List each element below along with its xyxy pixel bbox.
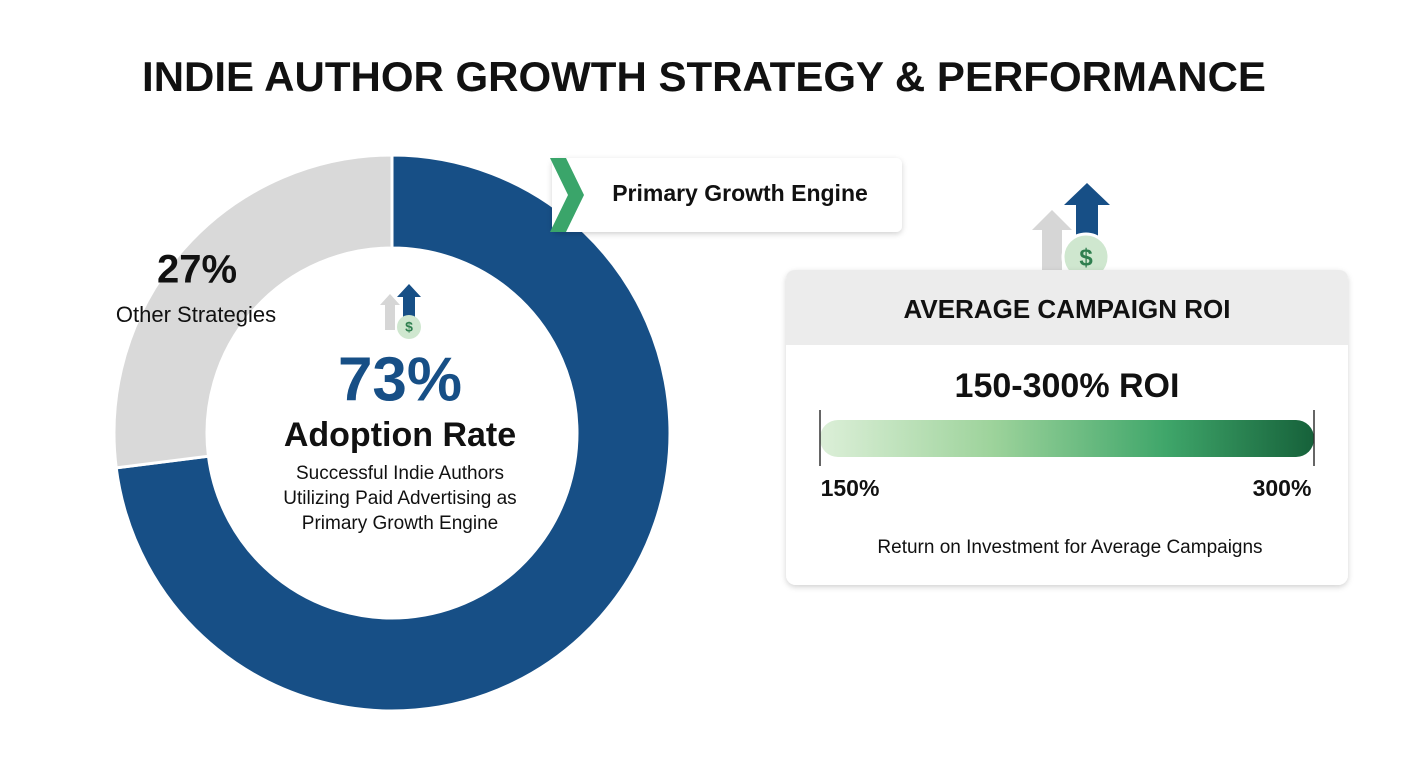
value-label: 73% [338,345,462,414]
growth-icon: $ [1032,183,1111,282]
donut-segment [112,153,394,470]
roi-card: AVERAGE CAMPAIGN ROI 150-300% ROI Return… [786,270,1348,585]
title: INDIE AUTHOR GROWTH STRATEGY & PERFORMAN… [142,53,1266,100]
callout: Primary Growth Engine [550,158,902,232]
center-note: Utilizing Paid Advertising as [283,488,516,509]
category-label: Adoption Rate [284,416,516,454]
card-header [786,270,1348,345]
svg-text:$: $ [1079,244,1093,271]
callout-text: Primary Growth Engine [612,180,868,206]
caption: Return on Investment for Average Campaig… [877,537,1262,558]
tick-label: 300% [1253,475,1312,501]
tick-label: 150% [821,475,880,501]
growth-icon: $ [380,284,421,339]
center-note: Primary Growth Engine [302,513,498,534]
svg-text:$: $ [405,319,413,335]
donut: 73%Adoption Rate Successful Indie Authors… [112,153,672,713]
center-note: Successful Indie Authors [296,463,504,484]
donut-segment [114,153,672,713]
roi-range-bar [820,420,1314,457]
range-label: 150-300% ROI [955,367,1180,405]
value-label: 27% [157,248,237,292]
callout-chevron [550,158,584,232]
card-title: AVERAGE CAMPAIGN ROI [904,294,1231,324]
category-label: Other Strategies [116,302,276,327]
callout-box [552,158,902,232]
